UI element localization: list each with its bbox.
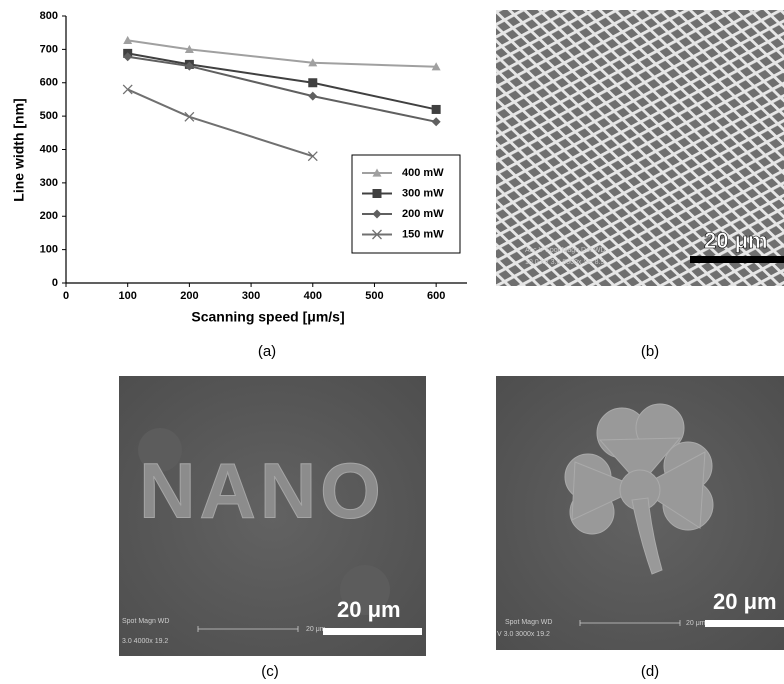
x-tick-label: 600 [427, 290, 445, 302]
panel-label: (b) [641, 343, 659, 360]
panel-d-image: Spot Magn WD V 3.0 3000x 19.2 20 μm 20 μ… [496, 376, 784, 650]
legend-label: 400 mW [402, 167, 444, 179]
panel-label: (d) [641, 663, 659, 680]
x-axis-title: Scanning speed [μm/s] [191, 309, 344, 325]
marker [308, 78, 317, 87]
y-axis-title: Line width [nm] [11, 98, 27, 201]
panel-label: (a) [258, 343, 276, 360]
nano-pattern: NANO [139, 447, 385, 535]
x-tick-label: 500 [365, 290, 383, 302]
series-line [128, 89, 313, 156]
marker [308, 92, 317, 101]
y-tick-label: 700 [40, 43, 58, 55]
y-tick-label: 600 [40, 77, 58, 89]
series-line [128, 53, 436, 109]
series-line [128, 57, 436, 122]
panel-b-image: Acc.V Spot Magn Det WD 10.0 kV 3.0 8000x… [496, 10, 784, 286]
scale-bar-label: 20 μm [704, 228, 768, 253]
sem-info: Acc.V Spot Magn Det WD [525, 247, 606, 254]
sem-info: V 3.0 3000x 19.2 [497, 631, 550, 638]
x-tick-label: 300 [242, 290, 260, 302]
marker [432, 105, 441, 114]
marker [373, 189, 382, 198]
sem-info-bar: 20 μm [686, 620, 706, 627]
y-tick-label: 300 [40, 177, 58, 189]
panel-c-image: NANO Spot Magn WD 3.0 4000x 19.2 20 μm 2… [119, 376, 426, 656]
sem-info: Spot Magn WD [505, 619, 552, 626]
marker [123, 85, 132, 94]
scale-bar-label: 20 μm [337, 597, 401, 622]
y-tick-label: 500 [40, 110, 58, 122]
sem-info: 3.0 4000x 19.2 [122, 638, 168, 645]
legend-label: 150 mW [402, 228, 444, 240]
x-tick-label: 0 [63, 290, 69, 302]
scale-bar-label: 20 μm [713, 589, 777, 614]
y-tick-label: 400 [40, 143, 58, 155]
sem-info: Spot Magn WD [122, 618, 169, 625]
marker [432, 117, 441, 126]
x-tick-label: 400 [304, 290, 322, 302]
legend-label: 200 mW [402, 208, 444, 220]
sem-info: 10.0 kV 3.0 8000x SE 8.9 [525, 259, 604, 266]
y-tick-label: 0 [52, 277, 58, 289]
x-tick-label: 100 [119, 290, 137, 302]
x-tick-label: 200 [180, 290, 198, 302]
y-tick-label: 100 [40, 244, 58, 256]
panel-label: (c) [261, 663, 279, 680]
sem-info-bar: 20 μm [306, 626, 326, 633]
legend-label: 300 mW [402, 187, 444, 199]
figure: Acc.V Spot Magn Det WD 10.0 kV 3.0 8000x… [0, 0, 784, 684]
y-tick-label: 800 [40, 10, 58, 22]
y-tick-label: 200 [40, 210, 58, 222]
